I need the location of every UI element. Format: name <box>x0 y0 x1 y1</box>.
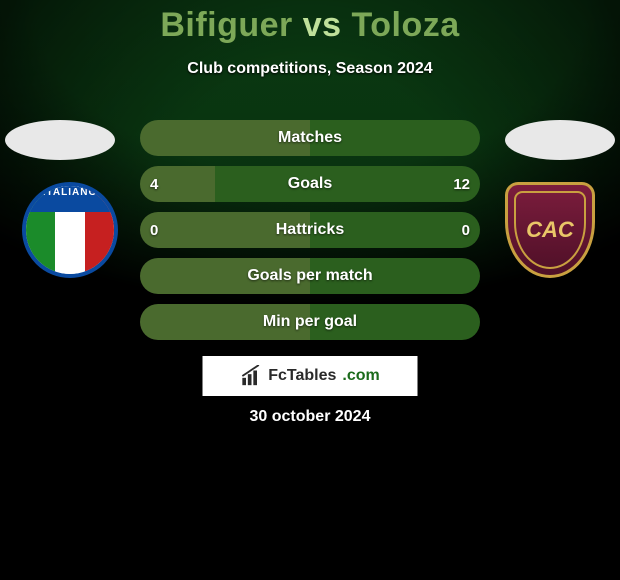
stat-label: Matches <box>140 120 480 156</box>
stat-value-right: 12 <box>453 166 470 202</box>
team-left-name: ITALIANO <box>22 182 118 212</box>
stats-container: Matches Goals4 12 Hattricks0 0 Goals per matc… <box>140 120 480 340</box>
stat-value-left: 0 <box>150 212 158 248</box>
comparison-card: Bifiguer vs Toloza Club competitions, Se… <box>0 0 620 580</box>
watermark-brand: FcTables <box>268 367 336 385</box>
watermark: FcTables .com <box>203 356 418 396</box>
stat-label: Goals per match <box>140 258 480 294</box>
stat-value-left: 4 <box>150 166 158 202</box>
page-title: Bifiguer vs Toloza <box>0 6 620 45</box>
stat-row: Min per goal <box>140 304 480 340</box>
player1-name: Bifiguer <box>160 6 292 44</box>
team-left-badge: ITALIANO <box>20 180 120 280</box>
stat-row: Hattricks0 0 <box>140 212 480 248</box>
stat-row: Matches <box>140 120 480 156</box>
stat-row: Goals per match <box>140 258 480 294</box>
stat-row: Goals4 12 <box>140 166 480 202</box>
player2-name: Toloza <box>352 6 460 44</box>
chart-icon <box>240 365 262 387</box>
shield-icon: CAC <box>505 182 595 278</box>
team-right-badge: CAC <box>500 180 600 280</box>
stat-label: Goals <box>140 166 480 202</box>
watermark-suffix: .com <box>342 367 379 385</box>
vs-text: vs <box>303 6 342 44</box>
shield-icon: ITALIANO <box>22 182 118 278</box>
date-text: 30 october 2024 <box>0 408 620 426</box>
stat-label: Min per goal <box>140 304 480 340</box>
subtitle: Club competitions, Season 2024 <box>0 60 620 78</box>
player1-silhouette <box>5 120 115 160</box>
stat-label: Hattricks <box>140 212 480 248</box>
player2-silhouette <box>505 120 615 160</box>
stat-value-right: 0 <box>462 212 470 248</box>
